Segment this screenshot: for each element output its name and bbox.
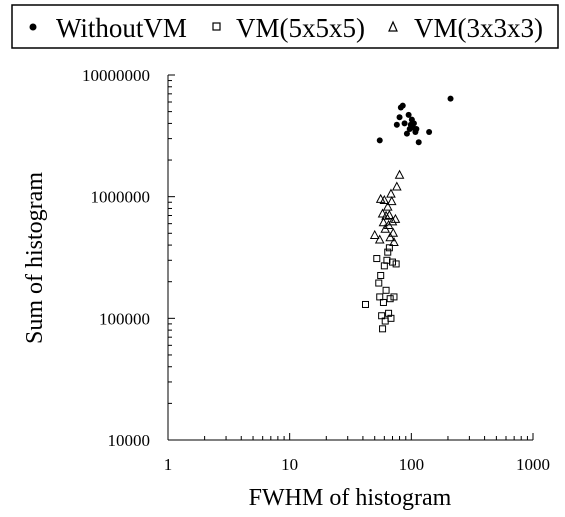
legend-label-vm5: VM(5x5x5)	[236, 13, 365, 43]
legend-label-withoutvm: WithoutVM	[56, 13, 187, 43]
data-point	[385, 244, 393, 252]
data-point	[378, 217, 389, 227]
data-point	[388, 227, 399, 237]
data-point	[389, 236, 399, 247]
legend-label-vm3: VM(3x3x3)	[414, 13, 543, 43]
x-tick-label-1000: 1000	[516, 455, 550, 474]
data-point	[385, 232, 396, 242]
legend-marker-withoutvm	[29, 23, 37, 31]
data-point	[361, 300, 369, 308]
data-point	[410, 120, 417, 127]
data-point	[390, 213, 401, 223]
y-tick-label-10000: 10000	[108, 431, 151, 450]
y-tick-labels: 10000 100000 1000000 10000000	[82, 66, 150, 450]
data-point	[386, 295, 394, 303]
data-point	[405, 111, 412, 118]
data-point	[387, 216, 398, 226]
x-tick-label-10: 10	[281, 455, 298, 474]
data-point	[374, 234, 385, 244]
data-point	[382, 286, 390, 294]
y-tick-label-100000: 100000	[99, 309, 150, 328]
data-point	[393, 121, 400, 128]
data-point	[386, 188, 396, 198]
data-point	[378, 312, 386, 320]
data-point	[375, 279, 383, 287]
x-tick-labels: 1 10 100 1000	[164, 455, 550, 474]
data-point	[379, 194, 390, 205]
y-axis-title: Sum of histogram	[22, 172, 48, 344]
legend-box	[11, 4, 559, 49]
data-point	[391, 181, 402, 191]
data-point	[377, 271, 385, 279]
data-point	[387, 314, 395, 322]
y-ticks	[168, 74, 175, 441]
data-point	[385, 309, 393, 317]
data-point	[381, 210, 391, 220]
data-point	[377, 208, 388, 218]
series-1	[361, 244, 400, 333]
data-point	[384, 248, 392, 256]
data-point	[403, 130, 410, 137]
data-point	[369, 229, 380, 239]
data-point	[382, 201, 393, 211]
series-2	[369, 169, 405, 247]
data-point	[376, 137, 383, 144]
data-point	[373, 255, 381, 263]
data-point	[394, 169, 405, 179]
y-tick-label-10000000: 10000000	[82, 66, 150, 85]
data-point	[379, 325, 387, 333]
data-point	[447, 95, 454, 102]
x-ticks	[167, 433, 534, 440]
legend-marker-vm5	[212, 22, 221, 31]
data-point	[379, 298, 387, 306]
data-point	[413, 125, 420, 132]
data-point	[401, 120, 408, 127]
axes	[167, 75, 533, 441]
data-point	[386, 196, 397, 206]
x-tick-label-1: 1	[164, 455, 173, 474]
data-point	[390, 293, 398, 301]
legend-marker-vm3	[388, 20, 398, 32]
data-point	[396, 114, 403, 121]
legend: WithoutVM VM(5x5x5) VM(3x3x3)	[11, 4, 559, 49]
series-0	[376, 95, 454, 146]
data-point	[388, 258, 396, 266]
data-point	[426, 129, 433, 136]
data-point	[392, 260, 400, 268]
x-axis-title: FWHM of histogram	[249, 485, 452, 511]
data-points	[361, 95, 454, 333]
data-point	[376, 293, 384, 301]
data-point	[399, 102, 406, 109]
x-tick-label-100: 100	[399, 455, 425, 474]
data-point	[415, 139, 422, 146]
data-point	[384, 209, 395, 220]
y-tick-label-1000000: 1000000	[91, 188, 151, 207]
